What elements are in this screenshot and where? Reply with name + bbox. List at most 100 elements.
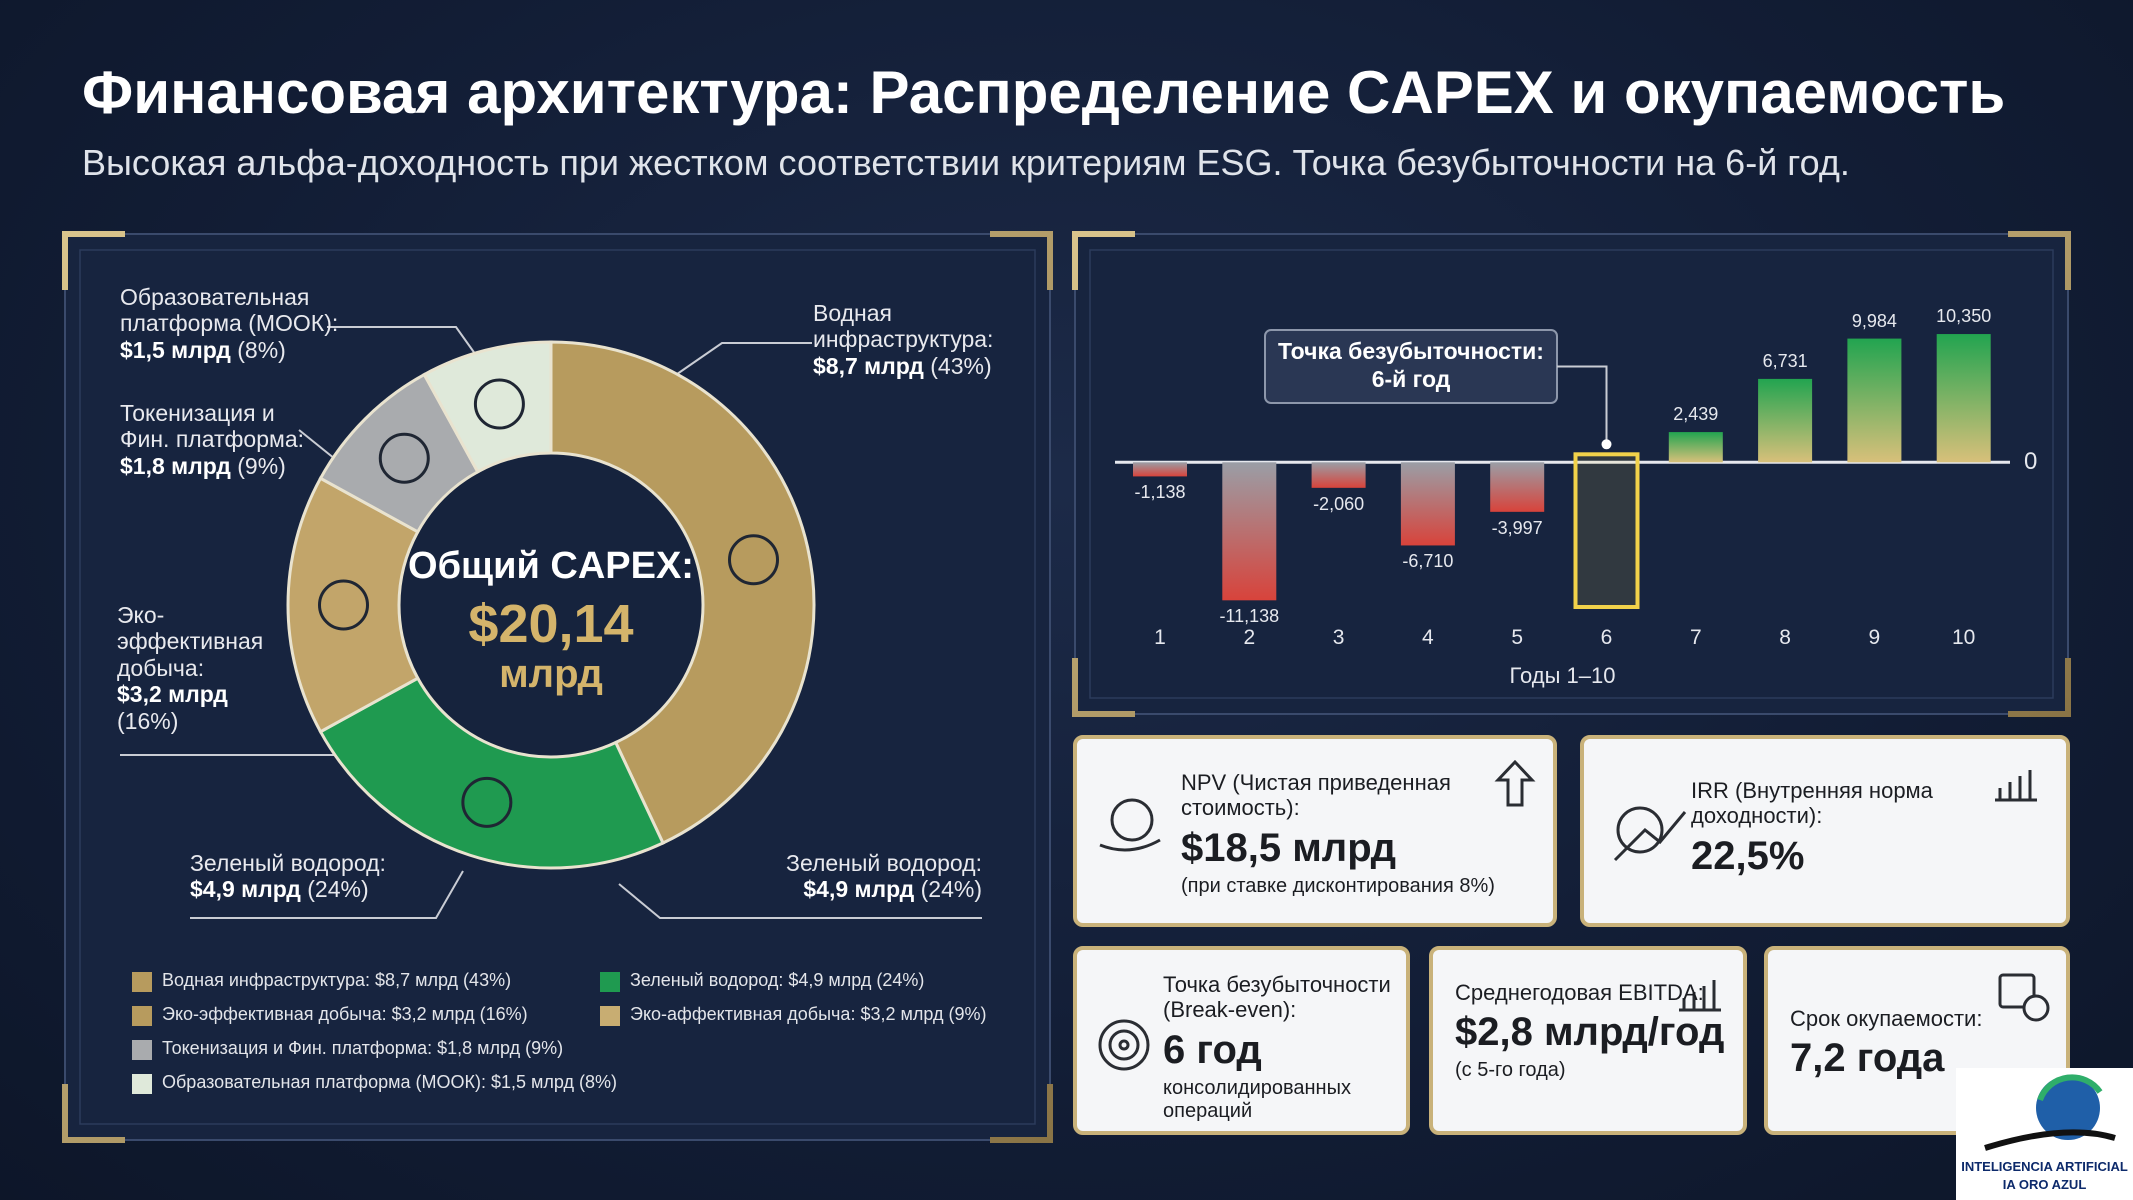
bar [1311,462,1366,488]
x-tick-label: 4 [1422,626,1434,649]
legend-swatch [600,1006,620,1026]
annotation-dot [1601,439,1612,450]
x-tick-label: 7 [1689,626,1702,649]
bar [1133,462,1187,477]
target-icon [1098,1019,1150,1071]
kpi-card [1073,946,1410,1135]
legend-label: Образовательная платформа (МООК): $1,5 м… [162,1072,618,1092]
value-label: -1,138 [1134,482,1186,503]
value-label: -2,060 [1313,493,1365,514]
x-tick-label: 1 [1154,626,1166,649]
callout-amount: $4,9 млрд [803,876,915,903]
arrow-icon [1494,759,1536,807]
kpi-note: (при ставке дисконтирования 8%) [1181,874,1495,897]
kpi-value: 6 год [1163,1027,1262,1072]
panel-inner-frame [79,249,1036,1125]
callout-label: Эко-эффективная добыча: [117,602,264,681]
value-label: -6,710 [1402,551,1454,572]
logo-swoosh [2037,1074,2103,1102]
callout-value: $3,2 млрд (16%) [117,681,277,734]
callout-amount: $3,2 млрд [117,681,228,708]
panel-corners [62,231,1053,1143]
kpi-value: 22,5% [1691,833,1805,878]
callout: Образовательная платформа (МООК): $1,5 мл… [120,284,370,363]
x-tick-label: 6 [1600,626,1613,649]
kpi-text: IRR (Внутренняя норма доходности): 22,5% [1691,778,2051,879]
value-label: 2,439 [1673,404,1719,425]
callout-value: $1,5 млрд (8%) [120,337,370,363]
kpi-label: Срок окупаемости: [1790,1006,1983,1031]
legend-swatch [132,1040,152,1060]
annotation-connector [1557,365,1608,445]
callout-label: Зеленый водород: [190,850,386,876]
x-tick-label: 10 [1952,626,1976,649]
break-even-highlight [1573,452,1640,609]
callout-amount: $4,9 млрд [190,876,301,903]
hand-icon [1099,838,1161,852]
callout-value: $8,7 млрд (43%) [813,353,1043,379]
coin-icon [1110,798,1154,842]
legend-label: Водная инфраструктура: $8,7 млрд (43%) [162,970,512,990]
legend-swatch [132,1006,152,1026]
callout-label: Образовательная платформа (МООК): [120,284,339,337]
target-icon [1118,1039,1130,1051]
kpi-card [1429,946,1747,1135]
callout: Зеленый водород: $4,9 млрд (24%) [190,850,490,903]
legend-swatch [600,972,620,992]
callout-percent: (24%) [920,876,982,903]
donut-center-value: $20,14 [468,594,634,654]
kpi-value: $18,5 млрд [1181,825,1397,870]
callout-value: $4,9 млрд (24%) [720,876,982,902]
donut-hole [401,455,701,755]
kpi-value: $2,8 млрд/год [1455,1010,1725,1055]
bars-icon [1995,770,2037,802]
kpi-cards [1073,735,2070,1135]
callout-percent: (43%) [930,352,992,379]
trend-icon [1613,811,1687,862]
annotation-text: Точка безубыточности: [1278,338,1544,364]
segment-icon [728,534,780,586]
page-title: Финансовая архитектура: Распределение CA… [82,59,2006,126]
x-tick-label: 2 [1243,626,1256,649]
segment-icon [473,378,525,430]
leader-line [618,883,982,919]
kpi-label: Точка безубыточности (Break-even): [1163,972,1391,1023]
kpi-note: консолидированных операций [1163,1076,1351,1122]
leader-line [666,342,812,382]
clock-icon [2022,994,2050,1022]
bar [1490,462,1545,512]
x-axis-title: Годы 1–10 [1509,663,1616,688]
logo-swoosh [1984,1129,2116,1151]
kpi-text: Среднегодовая EBITDA: $2,8 млрд/год (с 5-г… [1455,980,1735,1082]
value-label: 6,731 [1762,350,1808,371]
kpi-card [1073,735,1557,927]
callout-percent: (24%) [307,876,369,903]
donut-center-unit: млрд [499,652,603,696]
annotation-text: 6-й год [1371,366,1451,392]
x-tick-label: 3 [1332,626,1345,649]
callout-amount: $1,5 млрд [120,336,231,363]
kpi-label: NPV (Чистая приведенная стоимость): [1181,770,1451,821]
kpi-text: Срок окупаемости: 7,2 года [1790,1006,2050,1081]
page-subtitle: Высокая альфа-доходность при жестком соо… [82,142,1850,183]
callout-amount: $1,8 млрд [120,452,231,479]
value-label: -3,997 [1491,517,1543,538]
leader-line [190,870,464,919]
kpi-label: IRR (Внутренняя норма доходности): [1691,778,1933,829]
bar [1400,462,1455,546]
kpi-text: NPV (Чистая приведенная стоимость): $18,5… [1181,770,1541,898]
segment-icon [378,432,430,484]
target-icon [1108,1029,1140,1061]
legend-swatch [132,1074,152,1094]
x-tick-label: 5 [1511,626,1524,649]
kpi-value: 7,2 года [1790,1036,1945,1081]
callout-percent: (9%) [237,452,286,479]
donut-segment [549,340,816,845]
kpi-icons [1098,759,2050,1071]
callout-percent: (8%) [237,336,286,363]
callout: Зеленый водород: $4,9 млрд (24%) [720,850,982,903]
callout-label: Токенизация и Фин. платформа: [120,400,305,453]
callout: Эко-эффективная добыча: $3,2 млрд (16%) [117,602,277,734]
kpi-text: Точка безубыточности (Break-even): 6 год к… [1163,972,1398,1123]
